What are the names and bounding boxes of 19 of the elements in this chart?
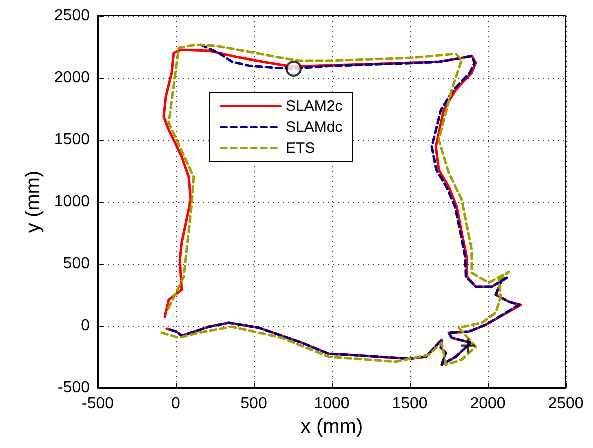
y-tick-label: 500 xyxy=(63,256,90,272)
y-axis-title: y (mm) xyxy=(22,170,45,234)
y-tick-label: 2000 xyxy=(54,70,90,86)
legend-label: SLAM2c xyxy=(286,98,344,115)
x-tick-label: 0 xyxy=(172,396,181,412)
y-tick-label: -500 xyxy=(58,380,90,396)
y-tick-label: 0 xyxy=(81,318,90,334)
x-tick-label: 2000 xyxy=(470,396,506,412)
legend-label: ETS xyxy=(286,140,316,157)
legend-label: SLAMdc xyxy=(286,119,344,136)
x-tick-label: 500 xyxy=(240,396,268,412)
y-tick-label: 1500 xyxy=(54,132,90,148)
y-tick-label: 1000 xyxy=(54,194,90,210)
x-tick-label: -500 xyxy=(82,396,114,412)
x-axis-title: x (mm) xyxy=(300,416,364,438)
x-tick-label: 1500 xyxy=(392,396,428,412)
x-tick-label: 2500 xyxy=(548,396,584,412)
x-tick-label: 1000 xyxy=(314,396,350,412)
y-tick-label: 2500 xyxy=(54,8,90,24)
